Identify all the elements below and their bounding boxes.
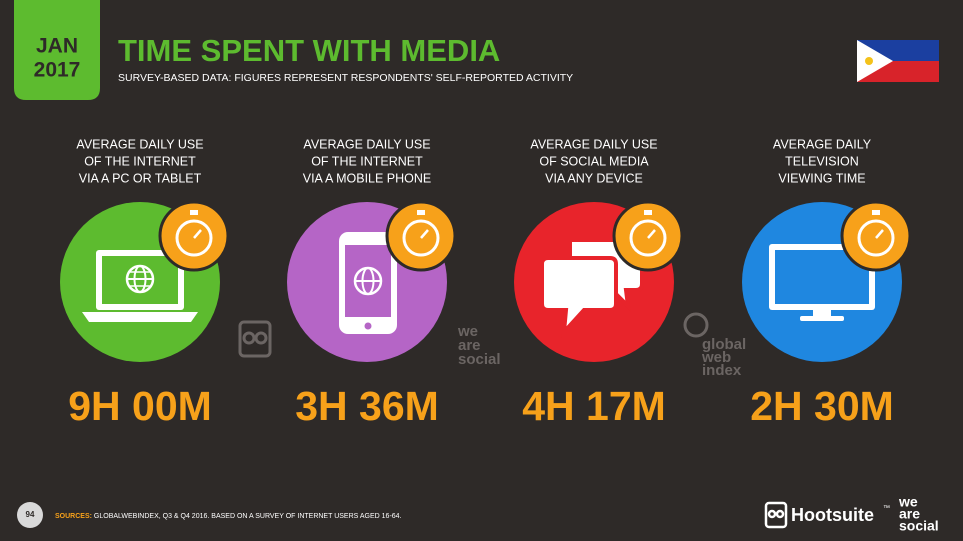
badge-dial: [857, 219, 895, 257]
brand-line: we: [898, 494, 918, 510]
badge-hand: [875, 229, 884, 239]
sources-text: GLOBALWEBINDEX, Q3 & Q4 2016. BASED ON A…: [94, 513, 402, 520]
badge-circle: [612, 200, 684, 272]
panel-label: VIA ANY DEVICE: [545, 171, 643, 185]
panel-value: 3H 36M: [295, 383, 439, 429]
watermark-line: web: [701, 349, 731, 366]
panel-label: AVERAGE DAILY USE: [303, 137, 430, 151]
sources-label: SOURCES:: [55, 513, 92, 520]
hootsuite-watermark: [238, 320, 272, 358]
page-number: 94: [26, 510, 35, 519]
phone-icon: [339, 232, 397, 334]
hootsuite: Hootsuite: [791, 505, 874, 525]
brand-line: are: [899, 506, 920, 522]
badge-knob: [190, 210, 198, 215]
trademark: ™: [883, 505, 890, 512]
panel-label: OF THE INTERNET: [311, 154, 423, 168]
badge-dial: [175, 219, 213, 257]
sources: SOURCES: GLOBALWEBINDEX, Q3 & Q4 2016. B…: [55, 513, 402, 520]
badge-knob: [417, 210, 425, 215]
panel-label: OF THE INTERNET: [84, 154, 196, 168]
gwi-logo: [683, 312, 709, 338]
watermark-line: index: [702, 362, 742, 379]
badge-circle: [840, 200, 912, 272]
flag: [857, 40, 939, 82]
panel-label: VIEWING TIME: [778, 171, 865, 185]
badge-hand: [193, 229, 202, 239]
watermark-line: we: [457, 323, 478, 340]
panel-label: AVERAGE DAILY USE: [530, 137, 657, 151]
badge-circle: [158, 200, 230, 272]
watermark-line: global: [702, 336, 746, 353]
watermark-line: are: [458, 337, 481, 354]
panel-label: TELEVISION: [785, 154, 859, 168]
badge-hand: [420, 229, 429, 239]
subtitle: SURVEY-BASED DATA: FIGURES REPRESENT RES…: [118, 72, 573, 84]
panel-value: 9H 00M: [68, 383, 212, 429]
panel-label: OF SOCIAL MEDIA: [539, 154, 649, 168]
badge-knob: [872, 210, 880, 215]
date-year: 2017: [34, 59, 81, 82]
page-badge: [17, 502, 43, 528]
panel-label: AVERAGE DAILY USE: [76, 137, 203, 151]
panel-value: 2H 30M: [750, 383, 894, 429]
panel-value: 4H 17M: [522, 383, 666, 429]
panel-label: AVERAGE DAILY: [773, 137, 872, 151]
stopwatch-badge: [612, 200, 684, 272]
stopwatch-badge: [385, 200, 457, 272]
brand-line: social: [899, 518, 939, 534]
badge-hand: [647, 229, 656, 239]
title: TIME SPENT WITH MEDIA: [118, 33, 500, 68]
panel-label: VIA A PC OR TABLET: [79, 171, 202, 185]
laptop-icon: [82, 250, 198, 322]
stopwatch-badge: [158, 200, 230, 272]
watermark-line: social: [458, 351, 501, 368]
badge-dial: [629, 219, 667, 257]
date-month: JAN: [36, 35, 78, 58]
panel-label: VIA A MOBILE PHONE: [303, 171, 432, 185]
badge-circle: [385, 200, 457, 272]
hootsuite-logo: [764, 501, 788, 529]
badge-knob: [644, 210, 652, 215]
date-tab: [14, 0, 100, 100]
stopwatch-badge: [840, 200, 912, 272]
badge-dial: [402, 219, 440, 257]
